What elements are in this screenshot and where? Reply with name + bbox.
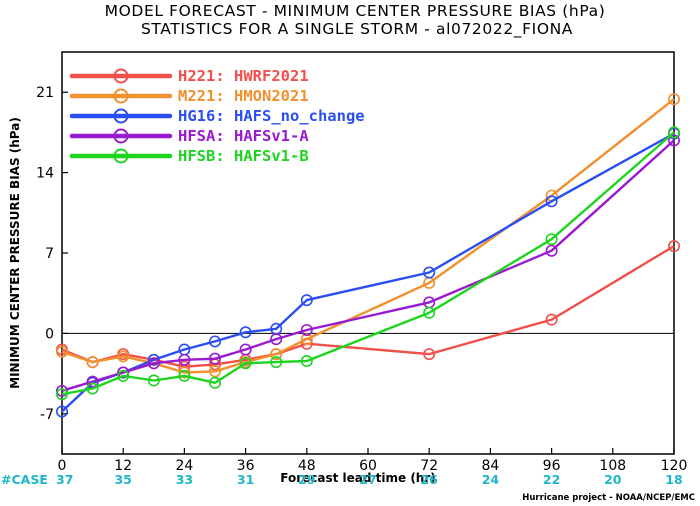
y-axis-ticks: -7 0 7 14 21 — [36, 85, 68, 423]
chart-subtitle: STATISTICS FOR A SINGLE STORM - al072022… — [141, 20, 573, 39]
data-point — [178, 353, 191, 366]
x-tick-label: 108 — [599, 458, 626, 474]
x-tick-label: 72 — [420, 458, 438, 474]
data-point — [86, 382, 99, 395]
data-point — [300, 354, 313, 367]
data-point — [300, 333, 313, 346]
data-point — [209, 335, 222, 348]
data-point — [667, 126, 680, 139]
data-point — [117, 350, 130, 363]
data-point — [55, 345, 68, 358]
data-point — [270, 348, 283, 361]
data-point — [300, 294, 313, 307]
data-point — [55, 405, 68, 418]
x-tick-label: 0 — [58, 458, 67, 474]
legend-marker — [113, 128, 129, 144]
plot-frame — [61, 51, 675, 455]
data-point — [178, 366, 191, 379]
data-point — [270, 333, 283, 346]
case-count: 29 — [298, 472, 315, 487]
data-point — [545, 244, 558, 257]
data-point — [209, 352, 222, 365]
data-point — [209, 376, 222, 389]
data-point — [209, 365, 222, 378]
data-point — [300, 323, 313, 336]
x-tick-label: 24 — [175, 458, 193, 474]
legend-label: HFSA: HAFSv1-A — [178, 127, 309, 145]
data-point — [117, 369, 130, 382]
data-point — [239, 343, 252, 356]
case-count: 18 — [665, 472, 682, 487]
case-count: 31 — [237, 472, 254, 487]
legend: H221: HWRF2021 M221: HMON2021 HG16: HAFS_n… — [69, 67, 365, 165]
case-count: 27 — [359, 472, 376, 487]
x-tick-label: 60 — [359, 458, 377, 474]
series-group — [55, 127, 680, 418]
case-count: 26 — [420, 472, 438, 487]
legend-marker — [113, 68, 129, 84]
data-point — [55, 388, 68, 401]
data-point — [178, 369, 191, 382]
x-axis-label: Forecast lead time (hr) — [280, 471, 436, 485]
legend-label: HG16: HAFS_no_change — [178, 107, 365, 125]
data-point — [239, 326, 252, 339]
legend-label: HFSB: HAFSv1-B — [178, 147, 309, 165]
credit-text: Hurricane project - NOAA/NCEP/EMC — [522, 493, 695, 503]
x-tick-label: 12 — [114, 458, 132, 474]
data-point — [55, 384, 68, 397]
data-point — [545, 233, 558, 246]
data-point — [423, 266, 436, 279]
data-point — [545, 313, 558, 326]
legend-marker — [113, 108, 129, 124]
data-point — [147, 353, 160, 366]
y-tick-label: 21 — [36, 85, 54, 101]
case-count: 20 — [604, 472, 622, 487]
x-axis-ticks: 0 12 24 36 48 60 72 84 96 108 120 — [58, 448, 688, 474]
x-tick-label: 120 — [661, 458, 688, 474]
x-tick-label: 84 — [481, 458, 499, 474]
y-tick-label: 7 — [45, 246, 54, 262]
series-group — [55, 126, 680, 401]
data-point — [147, 357, 160, 370]
legend-marker — [113, 88, 129, 104]
data-point — [270, 356, 283, 369]
case-count: 24 — [482, 472, 500, 487]
series-line — [61, 245, 675, 368]
x-tick-label: 96 — [543, 458, 561, 474]
x-tick-label: 36 — [237, 458, 255, 474]
y-tick-label: -7 — [40, 407, 54, 423]
legend-label: H221: HWRF2021 — [178, 67, 309, 85]
case-count: 37 — [56, 472, 73, 487]
series-line — [61, 98, 675, 374]
data-point — [239, 357, 252, 370]
case-label: #CASE — [1, 472, 48, 487]
y-axis-label: MINIMUM CENTER PRESSURE BIAS (hPa) — [8, 117, 22, 389]
series-group — [55, 240, 680, 373]
case-count: 33 — [176, 472, 193, 487]
data-point — [423, 348, 436, 361]
data-point — [423, 306, 436, 319]
data-point — [86, 356, 99, 369]
data-point — [545, 195, 558, 208]
data-point — [667, 240, 680, 253]
chart-title: MODEL FORECAST - MINIMUM CENTER PRESSURE… — [105, 2, 606, 20]
data-point — [147, 374, 160, 387]
data-point — [117, 366, 130, 379]
series-line — [61, 132, 675, 413]
data-point — [667, 93, 680, 106]
legend-label: M221: HMON2021 — [178, 87, 309, 105]
data-point — [86, 375, 99, 388]
series-line — [61, 139, 675, 392]
case-count: 35 — [114, 472, 131, 487]
series-layer — [55, 93, 680, 418]
case-count: 22 — [543, 472, 560, 487]
x-tick-label: 48 — [298, 458, 316, 474]
data-point — [667, 134, 680, 147]
y-tick-label: 0 — [45, 326, 54, 342]
legend-marker — [113, 148, 129, 164]
case-counts: 37 35 33 31 29 27 26 24 22 20 18 — [56, 472, 683, 487]
y-tick-label: 14 — [36, 166, 54, 182]
